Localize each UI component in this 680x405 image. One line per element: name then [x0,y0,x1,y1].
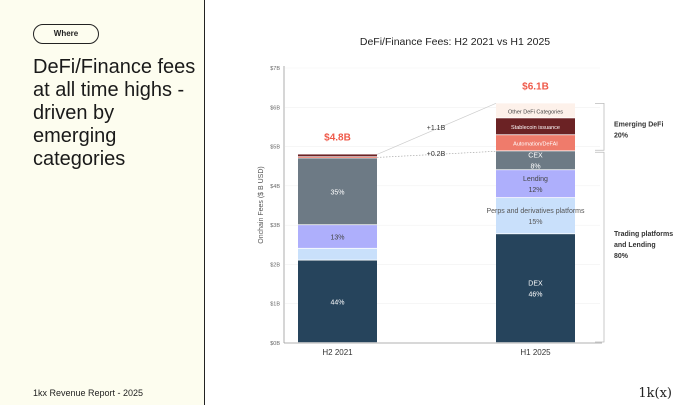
segment-label: Stablecoin issuance [511,125,560,131]
segment-label: Automation/DeFAI [513,142,558,148]
y-tick-label: $4B [270,184,280,190]
segment-label: 13% [330,234,344,241]
x-tick-label: H1 2025 [520,348,551,357]
segment-label: 35% [330,189,344,196]
bar-segment [496,135,575,151]
bar-segment [496,151,575,170]
bar-segment [298,154,377,157]
y-tick-label: $6B [270,105,280,111]
bracket-emerging [595,102,605,151]
x-tick-label: H2 2021 [322,348,353,357]
bar-segment [496,198,575,234]
y-tick-label: $3B [270,223,280,229]
bar-segment [298,260,377,343]
segment-label: Perps and derivatives platforms 15% [486,208,585,226]
total-label: $6.1B [522,81,549,92]
group-label: Emerging DeFi 20% [614,122,663,140]
segment-label: Other DeFi Categories [508,109,563,115]
y-tick-label: $1B [270,302,280,308]
connector-line [376,103,497,155]
chart-title: DeFi/Finance Fees: H2 2021 vs H1 2025 [359,36,551,48]
segment-label: CEX 8% [528,153,543,171]
y-axis-label: Onchain Fees ($ B USD) [258,166,265,243]
footer-text: 1kx Revenue Report - 2025 [33,388,144,398]
bracket-trading [595,151,605,343]
total-label: $4.8B [324,132,351,143]
y-tick-label: $7B [270,66,280,72]
bar-segment [298,225,377,248]
y-tick-label: $0B [270,341,280,347]
bar-segment [496,234,575,343]
page-title: DeFi/Finance fees at all time highs - dr… [33,56,196,170]
segment-label: 44% [330,299,344,306]
section-tag: Where [33,24,99,44]
connector-line [376,150,497,158]
group-label: Trading platforms and Lending 80% [614,231,673,260]
brand-logo: 1k(x) [638,386,672,401]
y-tick-label: $2B [270,262,280,268]
left-panel: Where DeFi/Finance fees at all time high… [0,0,205,405]
y-tick-label: $5B [270,145,280,151]
bar-segment [298,157,377,158]
delta-label: +1.1B [427,125,446,132]
bar-segment [496,103,575,118]
bar-segment [298,158,377,225]
stacked-bar-chart: $0B $1B $2B $3B $4B $5B $6B $7B Onchain Fees ($ … [258,66,673,357]
delta-label: +0.2B [427,151,446,158]
segment-label: DEX 46% [528,281,543,299]
segment-label: Lending 12% [523,176,548,194]
bar-segment [298,248,377,260]
bar-segment [496,170,575,198]
bar-segment [496,118,575,135]
